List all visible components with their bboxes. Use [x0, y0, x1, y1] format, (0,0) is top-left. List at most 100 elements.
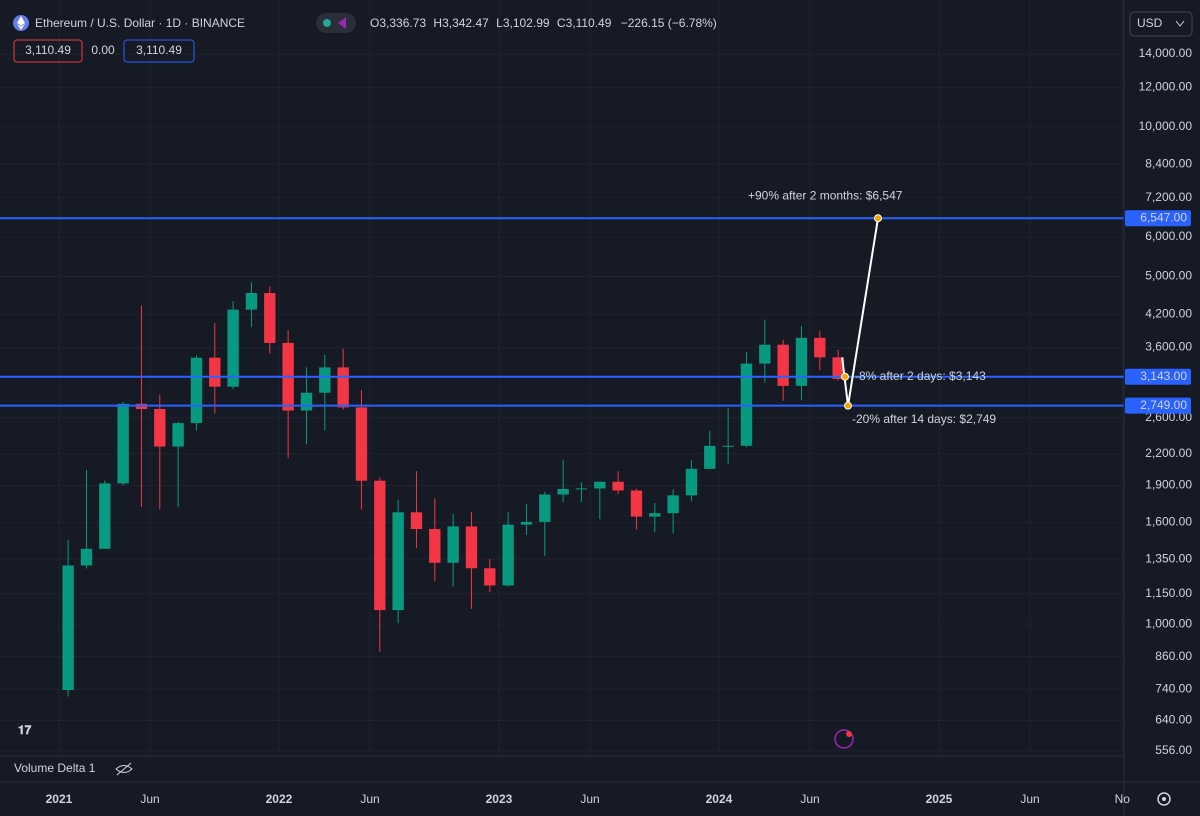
- candle-body: [814, 337, 826, 358]
- status-pill[interactable]: [316, 13, 356, 33]
- buy-box[interactable]: [123, 39, 195, 63]
- candle-body: [154, 409, 166, 447]
- y-tick-label: 640.00: [1155, 713, 1192, 727]
- candle-body: [685, 468, 698, 496]
- x-tick-label: Jun: [140, 792, 159, 806]
- y-tick-label: 14,000.00: [1139, 46, 1193, 60]
- settings-icon[interactable]: [1157, 792, 1171, 806]
- settings-icon-core: [1162, 797, 1166, 801]
- candle-body: [759, 344, 771, 364]
- sell-box[interactable]: [13, 39, 83, 63]
- annotation: +90% after 2 months: $6,547: [748, 188, 903, 202]
- candle-body: [520, 521, 533, 525]
- candle-body: [62, 565, 74, 691]
- candle-body: [465, 526, 478, 569]
- indicator-name: Volume Delta 1: [14, 761, 96, 775]
- y-tick-label: 12,000.00: [1139, 80, 1193, 94]
- x-tick-label: Jun: [1020, 792, 1039, 806]
- x-tick-label: Jun: [360, 792, 379, 806]
- projection-point: [841, 372, 849, 381]
- candle-body: [795, 337, 808, 386]
- tv-logo: 𝟏𝟕: [18, 723, 32, 737]
- ohlc-label: H: [433, 16, 442, 30]
- buy-price: 3,110.49: [136, 43, 182, 57]
- candle-body: [502, 524, 514, 586]
- y-tick-label: 1,900.00: [1145, 478, 1192, 492]
- y-tick-label: 556.00: [1155, 743, 1192, 757]
- candle-body: [539, 494, 551, 522]
- y-tick-label: 3,600.00: [1145, 340, 1192, 354]
- replay-icon: [338, 17, 346, 29]
- x-tick-label: Jun: [800, 792, 819, 806]
- candle-body: [392, 512, 404, 611]
- ohlc-label: C: [557, 16, 566, 30]
- y-tick-label: 1,000.00: [1145, 616, 1192, 630]
- price-tag-label: 3,143.00: [1140, 369, 1187, 383]
- candle-body: [667, 495, 679, 514]
- candle-body: [264, 293, 276, 343]
- y-tick-label: 5,000.00: [1145, 269, 1192, 283]
- candle-body: [245, 293, 258, 310]
- y-tick-label: 860.00: [1155, 649, 1192, 663]
- candle-body: [80, 548, 93, 566]
- plot: [0, 0, 1124, 756]
- y-tick-label: 10,000.00: [1139, 119, 1193, 133]
- candle-body: [190, 357, 203, 424]
- sell-price: 3,110.49: [25, 43, 71, 57]
- annotation: -8% after 2 days: $3,143: [855, 369, 986, 383]
- dropdown-caret: [1175, 20, 1185, 27]
- price-tag: [1125, 368, 1191, 385]
- candle-body: [117, 403, 129, 484]
- candle-body: [612, 481, 624, 491]
- candle-body: [337, 367, 349, 408]
- candle-body: [649, 513, 661, 517]
- price-tag-label: 6,547.00: [1140, 210, 1187, 224]
- projection-point: [844, 401, 852, 410]
- candle-body: [374, 480, 386, 611]
- price-tag: [1125, 210, 1191, 227]
- x-tick-label: 2021: [46, 792, 73, 806]
- x-tick-label: 2024: [706, 792, 733, 806]
- candle-body: [447, 526, 459, 563]
- candle-body: [209, 357, 221, 387]
- candle-body: [722, 445, 734, 447]
- candle-body: [557, 489, 569, 495]
- y-tick-label: 1,150.00: [1145, 586, 1192, 600]
- ohlc-value: 3,342.47: [442, 16, 489, 30]
- price-tag-label: 2,749.00: [1140, 398, 1187, 412]
- currency-select[interactable]: [1129, 11, 1193, 37]
- y-tick-label: 4,200.00: [1145, 306, 1192, 320]
- y-tick-label: 7,200.00: [1145, 190, 1192, 204]
- ohlc-value: 3,110.49: [566, 16, 612, 30]
- candle-body: [410, 512, 423, 530]
- candle-body: [704, 445, 716, 469]
- x-tick-label: No: [1115, 792, 1131, 806]
- x-tick-label: 2025: [926, 792, 953, 806]
- symbol-title: Ethereum / U.S. Dollar · 1D · BINANCE: [35, 16, 245, 30]
- candle-body: [99, 483, 111, 549]
- eth-logo-glyph: [17, 16, 25, 30]
- candle-body: [227, 309, 239, 387]
- x-tick-label: 2022: [266, 792, 293, 806]
- candle-body: [319, 367, 331, 393]
- change: −226.15 (−6.78%): [621, 16, 717, 30]
- y-tick-label: 6,000.00: [1145, 229, 1192, 243]
- y-tick-label: 1,350.00: [1145, 551, 1192, 565]
- ohlc-value: 3,336.73: [379, 16, 426, 30]
- candle-body: [777, 344, 789, 386]
- market-status: [323, 19, 331, 27]
- candle-body: [429, 529, 441, 563]
- candle-body: [300, 392, 313, 411]
- candle-body: [355, 407, 368, 481]
- event-icon[interactable]: [834, 729, 854, 749]
- candle-body: [594, 481, 606, 489]
- y-tick-label: 2,200.00: [1145, 446, 1192, 460]
- y-tick-label: 8,400.00: [1145, 157, 1192, 171]
- ohlc-value: 3,102.99: [503, 16, 550, 30]
- candle-body: [172, 423, 184, 447]
- y-tick-label: 740.00: [1155, 681, 1192, 695]
- visibility-icon[interactable]: [115, 762, 133, 776]
- ohlc-label: O: [370, 16, 379, 30]
